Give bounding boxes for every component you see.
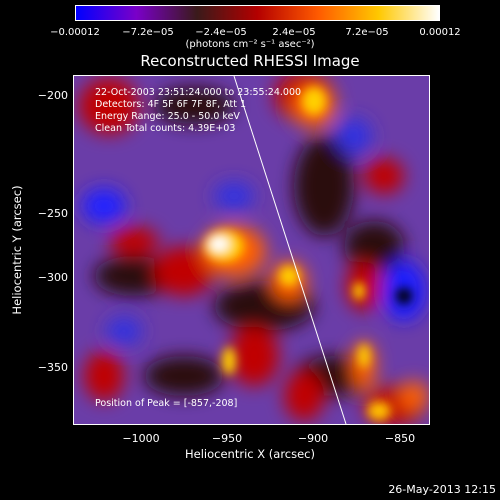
rhessi-image — [73, 75, 430, 425]
energy-range-label: Energy Range: 25.0 - 50.0 keV — [95, 111, 240, 122]
colorbar — [75, 5, 440, 21]
colorbar-tick: 7.2e−05 — [345, 27, 389, 38]
detectors-label: Detectors: 4F 5F 6F 7F 8F, Att 1 — [95, 99, 247, 110]
y-tick-label: −250 — [37, 207, 68, 220]
y-tick-label: −300 — [37, 271, 68, 284]
y-tick-label: −200 — [37, 89, 68, 102]
image-title: Reconstructed RHESSI Image — [140, 52, 360, 70]
solar-limb-line — [233, 76, 347, 424]
colorbar-tick: −2.4e−05 — [195, 27, 247, 38]
rhessi-image-canvas — [74, 76, 429, 424]
colorbar-tick: 0.00012 — [419, 27, 461, 38]
colorbar-tick: −0.00012 — [50, 27, 100, 38]
total-counts-label: Clean Total counts: 4.39E+03 — [95, 123, 236, 134]
colorbar-tick: −7.2e−05 — [122, 27, 174, 38]
x-tick-label: −1000 — [122, 432, 160, 445]
x-axis-label: Heliocentric X (arcsec) — [185, 447, 315, 461]
x-tick-label: −950 — [211, 432, 243, 445]
timestamp-footer: 26-May-2013 12:15 — [388, 483, 496, 496]
x-tick-label: −900 — [297, 432, 329, 445]
y-axis-label: Heliocentric Y (arcsec) — [10, 185, 24, 315]
colorbar-tick: 2.4e−05 — [272, 27, 316, 38]
peak-position-label: Position of Peak = [-857,-208] — [95, 398, 238, 409]
time-range-label: 22-Oct-2003 23:51:24.000 to 23:55:24.000 — [95, 87, 302, 98]
x-tick-label: −850 — [384, 432, 416, 445]
colorbar-units: (photons cm⁻² s⁻¹ asec⁻²) — [185, 39, 315, 50]
y-tick-label: −350 — [37, 361, 68, 374]
